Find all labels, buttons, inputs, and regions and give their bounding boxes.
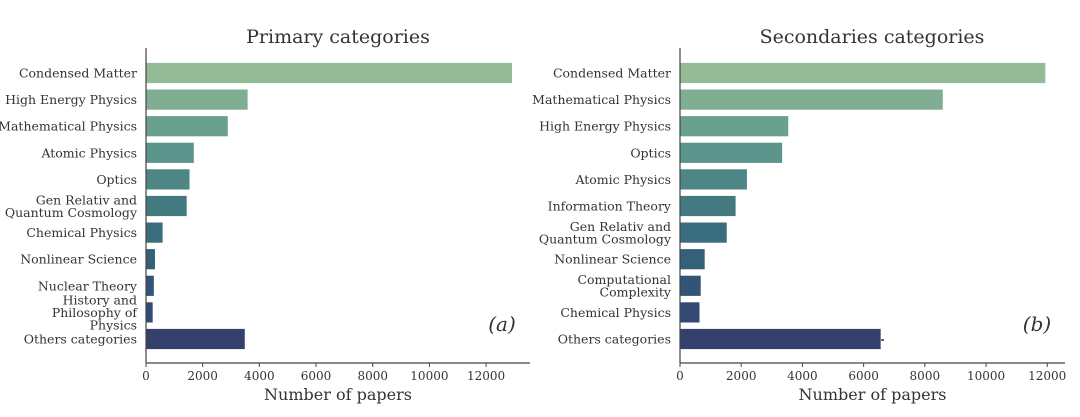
x-tick-label: 4000: [787, 369, 818, 383]
bar: [145, 221, 164, 244]
x-tick-label: 6000: [301, 369, 332, 383]
bar: [679, 221, 728, 244]
bar: [145, 115, 229, 138]
category-label: Atomic Physics: [40, 145, 137, 160]
bar: [145, 168, 191, 191]
bar: [679, 195, 737, 217]
category-label: Computational: [577, 272, 671, 287]
category-label: Others categories: [558, 332, 671, 347]
x-tick-label: 10000: [967, 369, 1005, 383]
chart-title: Primary categories: [246, 26, 430, 48]
bar: [145, 301, 154, 324]
category-label: Atomic Physics: [574, 172, 671, 187]
x-tick-label: 12000: [1028, 369, 1066, 383]
bar: [145, 328, 246, 350]
category-label: Mathematical Physics: [532, 92, 671, 107]
category-label: Optics: [630, 145, 671, 160]
x-tick-label: 8000: [910, 369, 941, 383]
bar: [145, 248, 156, 271]
category-label: High Energy Physics: [539, 119, 671, 134]
x-tick-label: 6000: [848, 369, 879, 383]
bar: [679, 62, 1047, 84]
bar: [145, 62, 513, 84]
bar: [679, 88, 944, 111]
category-label: Nuclear Theory: [38, 278, 138, 293]
chart-panel-primary: Primary categories Condensed Matter High E…: [0, 26, 530, 404]
category-label: Nonlinear Science: [554, 252, 671, 267]
category-label: Nonlinear Science: [20, 252, 137, 267]
x-tick-label: 2000: [187, 369, 218, 383]
x-tick-label: 4000: [244, 369, 275, 383]
bar: [145, 195, 188, 217]
bar: [145, 274, 155, 297]
chart-title: Secondaries categories: [760, 26, 985, 48]
x-tick-label: 2000: [726, 369, 757, 383]
category-label: Philosophy of: [52, 305, 139, 320]
bar: [679, 274, 702, 297]
category-label: Quantum Cosmology: [5, 205, 138, 220]
category-label: Optics: [96, 172, 137, 187]
category-label: Gen Relativ and: [36, 192, 137, 207]
chart-panel-secondary: Secondaries categories Condensed Matter Ma…: [532, 26, 1066, 404]
category-label: Gen Relativ and: [570, 219, 671, 234]
category-label: Physics: [90, 317, 137, 332]
x-tick-label: 0: [676, 369, 684, 383]
bar: [679, 168, 748, 191]
category-label: Quantum Cosmology: [539, 231, 672, 246]
category-label: Complexity: [600, 285, 672, 300]
category-label: Condensed Matter: [19, 66, 137, 81]
bar: [679, 248, 706, 271]
category-label: Condensed Matter: [553, 66, 671, 81]
category-label: Chemical Physics: [560, 305, 671, 320]
category-label: Information Theory: [548, 199, 672, 214]
bar: [679, 328, 882, 350]
bar: [679, 301, 701, 324]
x-axis-label: Number of papers: [799, 385, 947, 404]
category-label: Others categories: [24, 332, 137, 347]
x-tick-label: 0: [142, 369, 150, 383]
x-tick-label: 8000: [357, 369, 388, 383]
x-tick-label: 10000: [410, 369, 448, 383]
bar: [145, 88, 249, 111]
panel-label: (a): [488, 312, 516, 336]
panel-label: (b): [1023, 312, 1051, 336]
category-label: High Energy Physics: [5, 92, 137, 107]
x-tick-label: 12000: [467, 369, 505, 383]
category-label: History and: [63, 292, 137, 307]
bar: [679, 115, 790, 138]
bar: [145, 141, 195, 164]
category-label: Mathematical Physics: [0, 119, 137, 134]
bar: [679, 141, 783, 164]
x-axis-label: Number of papers: [264, 385, 412, 404]
category-label: Chemical Physics: [26, 225, 137, 240]
